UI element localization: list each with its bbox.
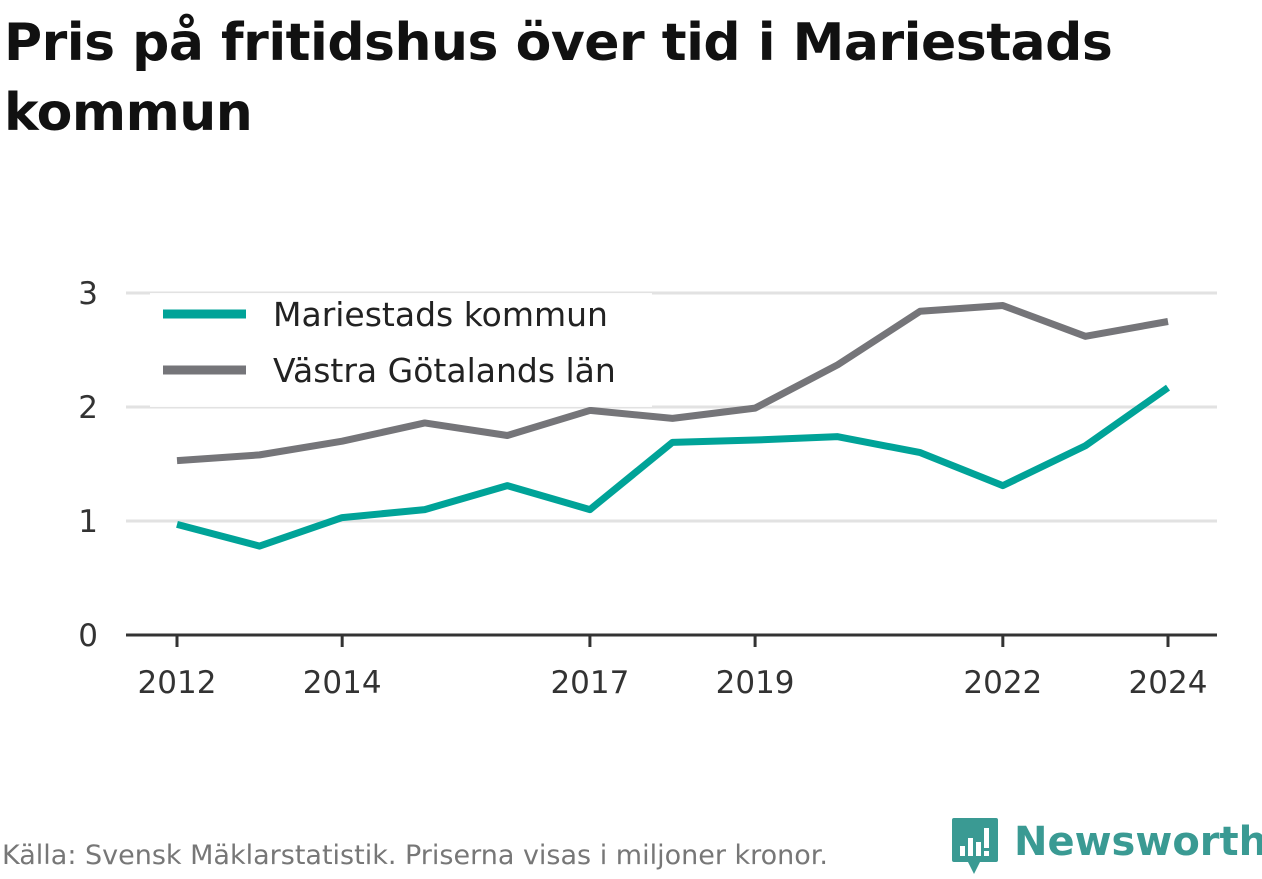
y-tick-label: 3 — [78, 276, 98, 312]
y-tick-label: 2 — [78, 390, 98, 426]
legend-label: Mariestads kommun — [273, 295, 608, 334]
legend: Mariestads kommun Västra Götalands län — [150, 293, 652, 407]
x-tick-label: 2017 — [550, 665, 629, 701]
y-tick-label: 1 — [78, 504, 98, 540]
x-tick-label: 2012 — [138, 665, 217, 701]
brand-name: Newsworthy — [1014, 819, 1262, 865]
x-tick-label: 2024 — [1129, 665, 1208, 701]
y-tick-label: 0 — [78, 618, 98, 654]
x-tick-label: 2014 — [303, 665, 382, 701]
legend-label: Västra Götalands län — [273, 351, 616, 390]
x-tick-label: 2019 — [716, 665, 795, 701]
x-axis: 2012 2014 2017 2019 2022 2024 — [126, 633, 1217, 701]
chart-title: Pris på fritidshus över tid i Mariestads… — [4, 13, 1113, 143]
x-tick-label: 2022 — [963, 665, 1042, 701]
newsworthy-logo-icon — [952, 818, 998, 874]
source-note: Källa: Svensk Mäklarstatistik. Priserna … — [2, 840, 829, 871]
series-lines — [176, 302, 1171, 550]
brand-logo: Newsworthy — [950, 816, 1262, 878]
